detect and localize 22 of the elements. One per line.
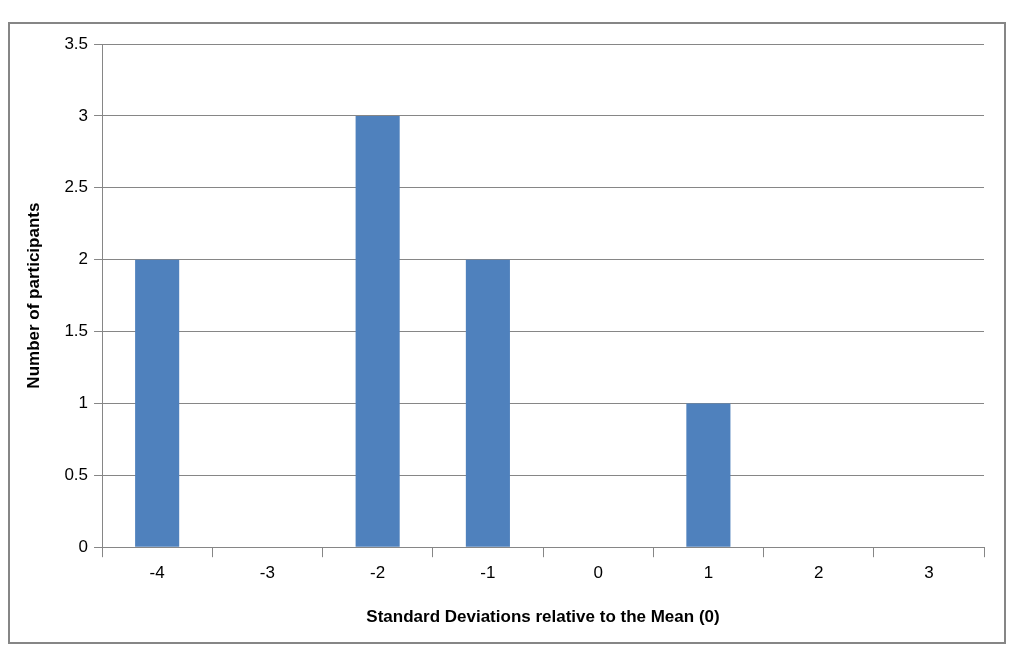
x-tick-label: -1 <box>480 563 496 583</box>
x-tick-label: -2 <box>370 563 386 583</box>
y-tick-label: 0 <box>78 536 89 556</box>
x-tick-label: 0 <box>593 563 603 583</box>
x-tick-label: 2 <box>813 563 824 583</box>
bar <box>135 259 180 547</box>
y-tick-label: 2 <box>78 249 89 269</box>
x-tick-label: 1 <box>703 563 714 583</box>
bar <box>465 259 510 547</box>
bar <box>355 115 400 547</box>
y-tick-label: 3 <box>78 105 89 125</box>
y-tick-label: 0.5 <box>64 465 89 484</box>
x-axis-title: Standard Deviations relative to the Mean (0) <box>366 607 720 627</box>
y-tick-label: 3.5 <box>64 33 89 53</box>
y-tick-label: 2.5 <box>64 177 89 197</box>
y-tick-label: 1 <box>78 393 89 413</box>
y-tick-label: 1.5 <box>64 321 89 341</box>
bar <box>686 403 731 547</box>
y-axis-title: Number of participants <box>23 202 43 389</box>
x-tick-label: 3 <box>924 563 934 583</box>
x-tick-label: -4 <box>149 563 165 583</box>
x-tick-label: -3 <box>259 563 275 583</box>
